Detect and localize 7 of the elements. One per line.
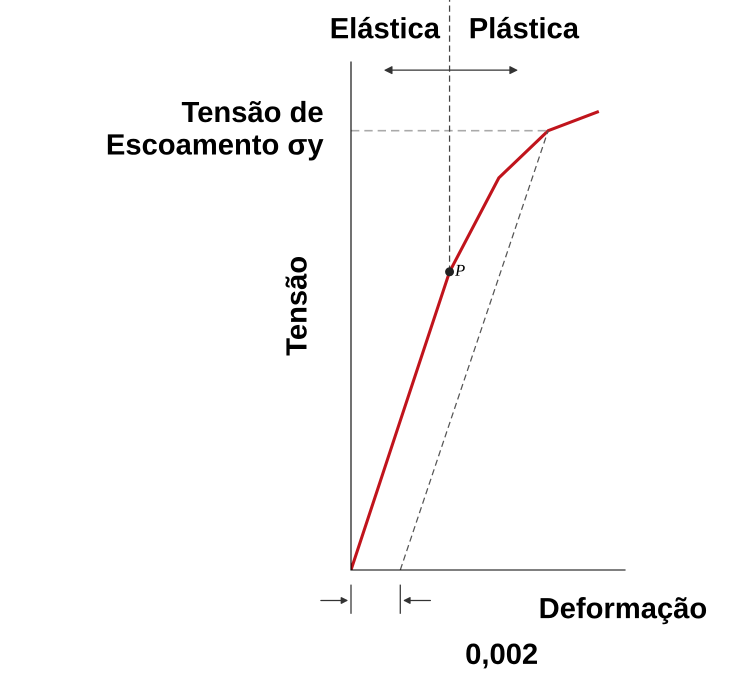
y-axis-title: Tensão <box>285 256 307 356</box>
annotation: P <box>454 264 465 276</box>
text: 0,002 <box>466 644 537 668</box>
ref-line-label: Tensão de Escoamento σy <box>108 100 324 161</box>
x-axis-title: Deformação <box>540 597 706 624</box>
text: Plástica <box>470 16 580 38</box>
text: Elástica <box>332 16 440 38</box>
